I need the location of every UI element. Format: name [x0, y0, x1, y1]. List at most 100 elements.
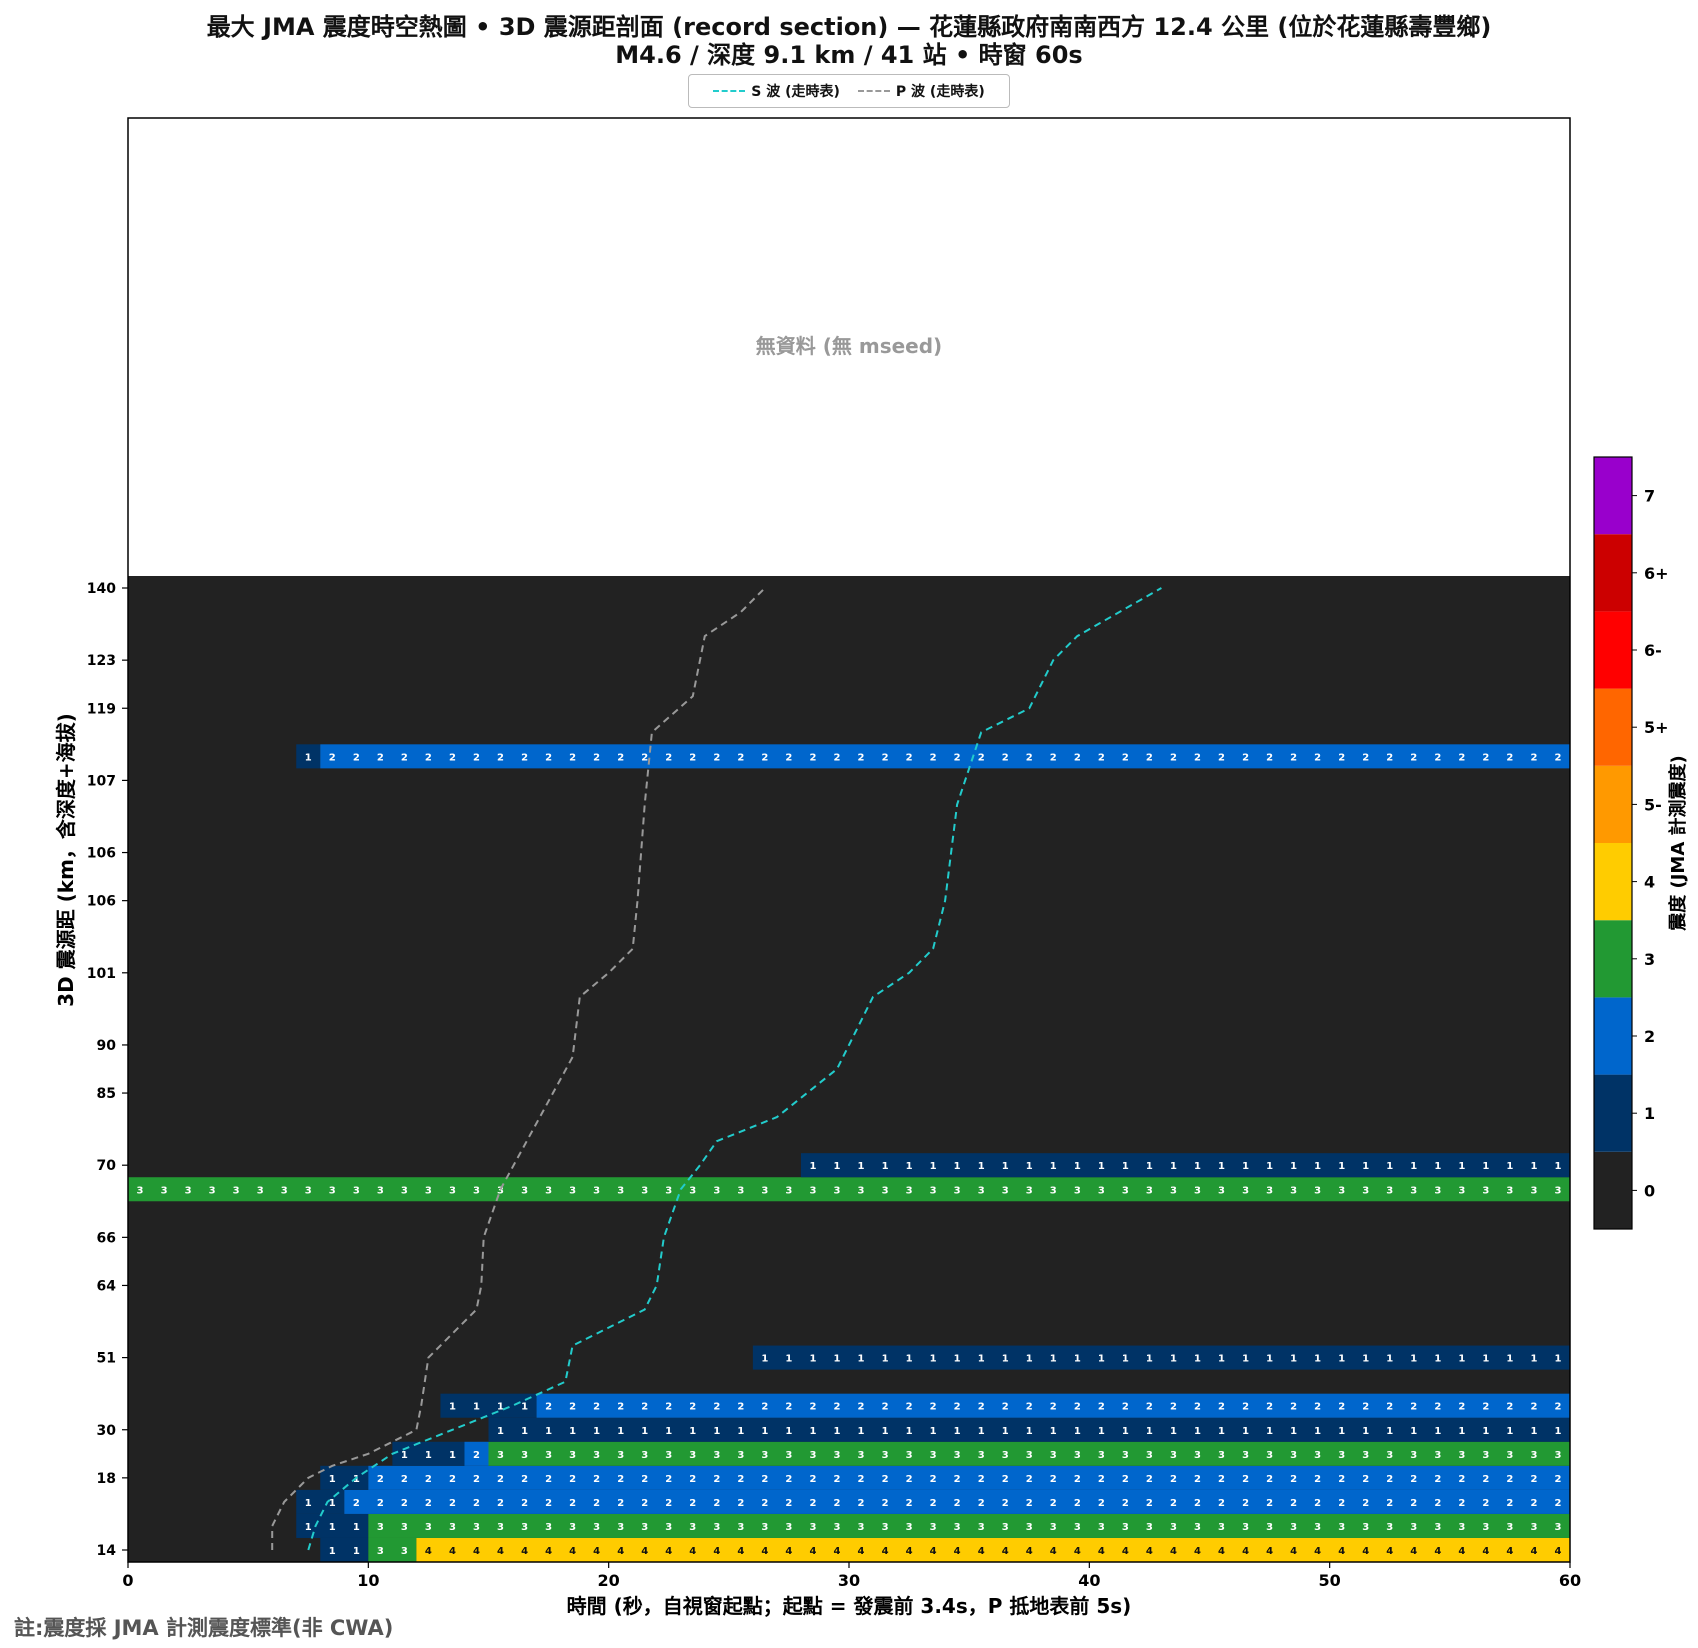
intensity-cell-label: 3 [1386, 1185, 1393, 1196]
intensity-cell-label: 2 [1002, 1498, 1009, 1509]
intensity-cell-label: 3 [1362, 1450, 1369, 1461]
intensity-cell-label: 1 [1506, 1354, 1513, 1365]
intensity-cell-label: 2 [401, 752, 408, 763]
intensity-cell-label: 3 [906, 1185, 913, 1196]
intensity-cell-label: 4 [713, 1546, 720, 1557]
intensity-cell-label: 2 [569, 1498, 576, 1509]
intensity-cell-label: 1 [713, 1426, 720, 1437]
intensity-cell-label: 2 [1074, 1498, 1081, 1509]
intensity-segment-row-40 [368, 1537, 417, 1563]
y-tick-label: 18 [97, 1471, 116, 1487]
intensity-cell-label: 1 [930, 1354, 937, 1365]
intensity-cell-label: 2 [521, 1474, 528, 1485]
intensity-cell-label: 3 [1386, 1450, 1393, 1461]
intensity-cell-label: 1 [305, 752, 312, 763]
intensity-cell-label: 2 [401, 1474, 408, 1485]
intensity-cell-label: 1 [1290, 1426, 1297, 1437]
intensity-cell-label: 2 [978, 752, 985, 763]
intensity-cell-label: 1 [1242, 1426, 1249, 1437]
intensity-cell-label: 1 [833, 1354, 840, 1365]
intensity-cell-label: 2 [761, 752, 768, 763]
intensity-cell-label: 4 [665, 1546, 672, 1557]
intensity-cell-label: 2 [954, 1402, 961, 1413]
intensity-cell-label: 2 [497, 1498, 504, 1509]
intensity-cell-label: 2 [833, 752, 840, 763]
intensity-cell-label: 2 [1290, 752, 1297, 763]
intensity-cell-label: 1 [1146, 1354, 1153, 1365]
intensity-cell-label: 2 [1482, 1498, 1489, 1509]
intensity-cell-label: 3 [521, 1450, 528, 1461]
intensity-cell-label: 3 [833, 1522, 840, 1533]
intensity-cell-label: 1 [1074, 1161, 1081, 1172]
y-tick-label: 106 [87, 846, 116, 862]
intensity-cell-label: 3 [641, 1185, 648, 1196]
intensity-cell-label: 1 [954, 1354, 961, 1365]
intensity-segment-row-36 [392, 1441, 465, 1466]
intensity-cell-label: 1 [1290, 1354, 1297, 1365]
intensity-cell-label: 4 [449, 1546, 456, 1557]
intensity-cell-label: 2 [1218, 752, 1225, 763]
intensity-cell-label: 2 [1554, 1474, 1561, 1485]
intensity-cell-label: 3 [1554, 1522, 1561, 1533]
intensity-cell-label: 4 [1098, 1546, 1105, 1557]
intensity-cell-label: 4 [1482, 1546, 1489, 1557]
intensity-cell-label: 3 [1506, 1522, 1513, 1533]
intensity-cell-label: 2 [737, 752, 744, 763]
intensity-cell-label: 3 [257, 1185, 264, 1196]
intensity-cell-label: 4 [1194, 1546, 1201, 1557]
intensity-cell-label: 4 [1554, 1546, 1561, 1557]
intensity-cell-label: 3 [665, 1450, 672, 1461]
intensity-cell-label: 2 [1098, 1474, 1105, 1485]
intensity-cell-label: 3 [1002, 1450, 1009, 1461]
intensity-cell-label: 3 [497, 1450, 504, 1461]
intensity-cell-label: 1 [1122, 1354, 1129, 1365]
intensity-cell-label: 2 [1362, 1498, 1369, 1509]
intensity-cell-label: 3 [377, 1522, 384, 1533]
intensity-cell-label: 4 [1146, 1546, 1153, 1557]
intensity-cell-label: 2 [425, 752, 432, 763]
intensity-cell-label: 2 [1482, 1474, 1489, 1485]
intensity-cell-label: 1 [1266, 1354, 1273, 1365]
intensity-cell-label: 3 [425, 1185, 432, 1196]
intensity-cell-label: 2 [401, 1498, 408, 1509]
intensity-cell-label: 1 [882, 1161, 889, 1172]
colorbar-tick-label: 0 [1644, 1181, 1655, 1200]
colorbar-frame [1593, 456, 1633, 1230]
intensity-cell-label: 1 [1530, 1426, 1537, 1437]
intensity-cell-label: 2 [809, 752, 816, 763]
intensity-cell-label: 2 [906, 1474, 913, 1485]
intensity-cell-label: 3 [1554, 1185, 1561, 1196]
intensity-cell-label: 1 [1362, 1161, 1369, 1172]
intensity-cell-label: 1 [978, 1426, 985, 1437]
intensity-cell-label: 1 [1290, 1161, 1297, 1172]
intensity-cell-label: 3 [1170, 1450, 1177, 1461]
intensity-cell-label: 3 [882, 1185, 889, 1196]
intensity-cell-label: 2 [978, 1474, 985, 1485]
intensity-cell-label: 2 [1194, 1402, 1201, 1413]
intensity-cell-label: 3 [1314, 1450, 1321, 1461]
colorbar-cell-8 [1594, 534, 1632, 612]
intensity-cell-label: 3 [1218, 1522, 1225, 1533]
intensity-cell-label: 2 [545, 1498, 552, 1509]
intensity-cell-label: 1 [1194, 1161, 1201, 1172]
intensity-cell-label: 3 [1290, 1185, 1297, 1196]
intensity-cell-label: 3 [1338, 1522, 1345, 1533]
intensity-cell-label: 1 [1098, 1161, 1105, 1172]
colorbar-label: 震度 (JMA 計測震度) [1667, 755, 1689, 931]
intensity-cell-label: 3 [281, 1185, 288, 1196]
intensity-segment-row-34 [536, 1393, 1570, 1418]
intensity-cell-label: 3 [1194, 1522, 1201, 1533]
intensity-cell-label: 2 [617, 1498, 624, 1509]
intensity-cell-label: 1 [329, 1522, 336, 1533]
intensity-cell-label: 2 [569, 1402, 576, 1413]
intensity-cell-label: 1 [329, 1546, 336, 1557]
legend-label-p-wave: P 波 (走時表) [895, 84, 985, 100]
intensity-cell-label: 2 [425, 1498, 432, 1509]
intensity-cell-label: 1 [809, 1161, 816, 1172]
intensity-cell-label: 3 [569, 1185, 576, 1196]
intensity-cell-label: 4 [1242, 1546, 1249, 1557]
intensity-cell-label: 2 [906, 752, 913, 763]
intensity-cell-label: 3 [930, 1185, 937, 1196]
intensity-cell-label: 3 [906, 1450, 913, 1461]
intensity-cell-label: 3 [1026, 1185, 1033, 1196]
